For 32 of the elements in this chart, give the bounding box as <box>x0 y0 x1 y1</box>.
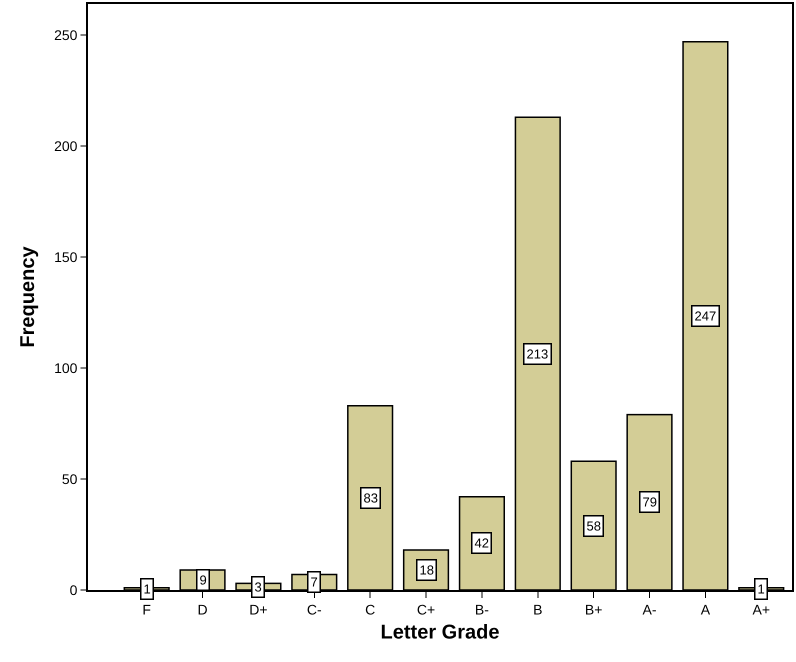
y-tick-label: 0 <box>70 582 78 598</box>
x-axis-title: Letter Grade <box>380 622 500 644</box>
data-label: 7 <box>310 574 318 590</box>
x-tick-label: D <box>197 602 208 618</box>
y-tick-label: 100 <box>54 360 78 376</box>
data-label: 247 <box>694 308 716 324</box>
data-label: 42 <box>474 536 489 550</box>
data-label: 9 <box>200 572 207 588</box>
y-tick-label: 200 <box>54 138 78 154</box>
y-tick-label: 150 <box>54 248 78 265</box>
data-label: 83 <box>364 490 378 506</box>
y-axis-title: Frequency <box>17 246 40 348</box>
x-tick-label: B <box>533 602 542 618</box>
x-tick-label: A <box>700 602 711 618</box>
data-label: 1 <box>758 582 765 596</box>
x-tick-label: B+ <box>584 602 602 618</box>
data-label: 18 <box>420 562 434 578</box>
data-label: 58 <box>586 518 601 534</box>
x-tick-label: A+ <box>752 602 770 618</box>
y-tick-label: 50 <box>62 470 78 487</box>
x-tick-label: C+ <box>416 602 436 618</box>
x-tick-label: C <box>365 602 376 618</box>
x-tick-label: D+ <box>249 602 268 618</box>
y-tick-label: 250 <box>54 26 78 43</box>
data-label: 1 <box>144 582 151 596</box>
data-label: 3 <box>254 580 262 594</box>
x-tick-label: B- <box>474 602 490 618</box>
x-tick-label: C- <box>306 602 322 618</box>
data-label: 79 <box>642 494 657 510</box>
x-tick-label: A- <box>642 602 657 618</box>
x-tick-label: F <box>142 602 151 618</box>
data-label: 213 <box>526 346 548 362</box>
